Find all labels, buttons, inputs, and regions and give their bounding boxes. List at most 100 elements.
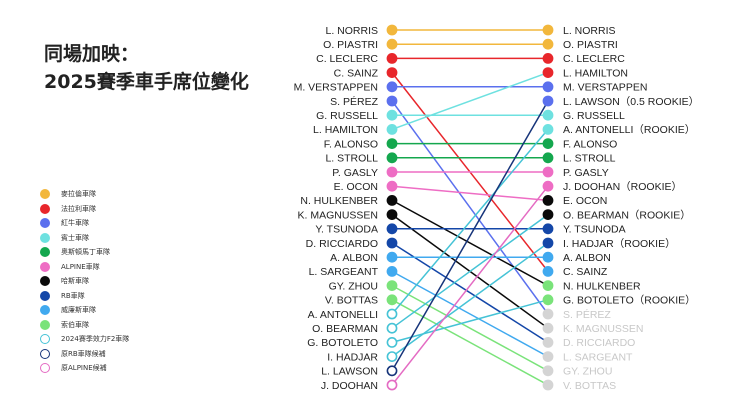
connection-line [391, 100, 549, 315]
right-driver-name: I. HADJAR（ROOKIE） [563, 238, 676, 250]
right-driver-dot [542, 209, 554, 221]
legend-swatch-icon [40, 305, 50, 315]
left-driver-dot [386, 223, 398, 235]
left-driver-name: L. NORRIS [325, 25, 378, 37]
left-driver-name: O. BEARMAN [312, 323, 378, 335]
legend-label: 賓士車隊 [61, 233, 89, 242]
legend-label: 紅牛車隊 [61, 219, 89, 227]
left-driver-name: J. DOOHAN [321, 380, 378, 392]
left-driver-dot [386, 152, 398, 164]
left-driver-dot [386, 266, 398, 277]
left-driver-name: F. ALONSO [324, 138, 378, 150]
legend-swatch-icon [40, 319, 50, 330]
title-line-2: 2025賽季車手席位變化 [44, 71, 249, 93]
legend-label: RB車隊 [61, 291, 85, 300]
right-driver-name: GY. ZHOU [563, 366, 612, 378]
right-driver-dot [542, 95, 554, 107]
right-driver-dot [542, 67, 554, 78]
right-driver-name: J. DOOHAN（ROOKIE） [563, 181, 682, 193]
right-driver-dot [542, 195, 554, 206]
right-driver-name: S. PÉREZ [563, 308, 611, 321]
left-driver-name: I. HADJAR [327, 351, 378, 363]
left-driver-dot [386, 166, 398, 178]
legend-label: ALPINE車隊 [61, 262, 100, 271]
connection-line [391, 299, 549, 344]
right-driver-dot [542, 351, 554, 362]
left-driver-name: L. HAMILTON [313, 124, 378, 136]
left-driver-name: L. SARGEANT [309, 266, 379, 278]
legend-swatch-icon [40, 363, 50, 373]
right-driver-name: G. BOTOLETO（ROOKIE） [563, 295, 696, 307]
legend-swatch-icon [40, 203, 50, 214]
legend-label: 奧斯頓馬丁車隊 [61, 248, 110, 256]
right-driver-name: L. LAWSON（0.5 ROOKIE） [563, 96, 699, 108]
right-driver-dot [542, 81, 554, 93]
legend-label: 麥拉倫車隊 [61, 190, 96, 198]
left-driver-name: A. ANTONELLI [308, 309, 378, 321]
right-driver-dot [542, 365, 554, 377]
left-driver-dot [386, 67, 398, 78]
legend-swatch-icon [40, 290, 50, 301]
connection-line [391, 242, 549, 344]
left-driver-dot [386, 251, 398, 263]
left-driver-dot [386, 379, 398, 391]
right-driver-name: C. LECLERC [563, 53, 625, 65]
left-driver-name: Y. TSUNODA [315, 224, 378, 236]
left-driver-dot [386, 336, 398, 348]
connection-line [391, 128, 549, 315]
connection-line [391, 185, 549, 386]
right-driver-name: Y. TSUNODA [563, 224, 626, 236]
left-driver-name: G. BOTOLETO [307, 337, 378, 349]
left-driver-dot [386, 38, 398, 50]
right-driver-dot [542, 38, 554, 50]
left-driver-dot [386, 237, 398, 249]
right-driver-dot [542, 180, 554, 192]
left-driver-dot [386, 95, 398, 107]
left-driver-dot [386, 180, 398, 192]
legend-label: 法拉利車隊 [61, 204, 96, 213]
right-driver-name: D. RICCIARDO [563, 337, 635, 349]
legend-swatch-icon [40, 189, 50, 199]
connection-line [391, 185, 549, 202]
right-driver-name: V. BOTTAS [563, 380, 616, 392]
left-driver-dot [386, 24, 398, 36]
right-driver-name: L. SARGEANT [563, 351, 633, 363]
right-column-2025: L. NORRIS O. PIASTRI C. LECLERC L. HAMILTON… [542, 24, 699, 392]
right-driver-dot [542, 266, 554, 277]
right-driver-name: O. BEARMAN（ROOKIE） [563, 209, 691, 221]
connection-line [391, 71, 549, 131]
right-driver-name: A. ALBON [563, 252, 611, 264]
right-driver-dot [542, 138, 554, 150]
right-driver-dot [542, 152, 554, 164]
left-driver-dot [386, 294, 398, 306]
title-line-1: 同場加映： [44, 43, 140, 65]
left-driver-name: GY. ZHOU [329, 280, 378, 292]
right-driver-dot [542, 237, 554, 249]
left-driver-name: M. VERSTAPPEN [294, 82, 378, 94]
left-driver-name: K. MAGNUSSEN [297, 209, 378, 221]
left-driver-dot [386, 365, 398, 377]
left-driver-name: N. HULKENBER [300, 195, 378, 207]
legend-swatch-icon [40, 276, 50, 286]
right-driver-name: P. GASLY [563, 167, 609, 179]
right-driver-name: C. SAINZ [563, 266, 608, 278]
legend-swatch-icon [40, 247, 50, 257]
legend-label: 原ALPINE候補 [61, 364, 107, 372]
right-driver-name: E. OCON [563, 195, 607, 207]
right-driver-name: N. HULKENBER [563, 280, 641, 292]
connection-lines [391, 29, 549, 386]
connection-line [391, 242, 549, 358]
right-driver-dot [542, 123, 554, 135]
page-title: 同場加映： 2025賽季車手席位變化 [44, 40, 249, 96]
left-driver-name: S. PÉREZ [330, 95, 378, 108]
left-driver-name: A. ALBON [330, 252, 378, 264]
left-driver-dot [386, 123, 398, 135]
left-driver-name: D. RICCIARDO [306, 238, 378, 250]
right-driver-dot [542, 379, 554, 391]
right-driver-name: L. HAMILTON [563, 67, 628, 79]
right-driver-dot [542, 251, 554, 263]
left-driver-dot [386, 209, 398, 221]
right-driver-name: O. PIASTRI [563, 39, 618, 51]
right-driver-name: A. ANTONELLI（ROOKIE） [563, 124, 695, 136]
